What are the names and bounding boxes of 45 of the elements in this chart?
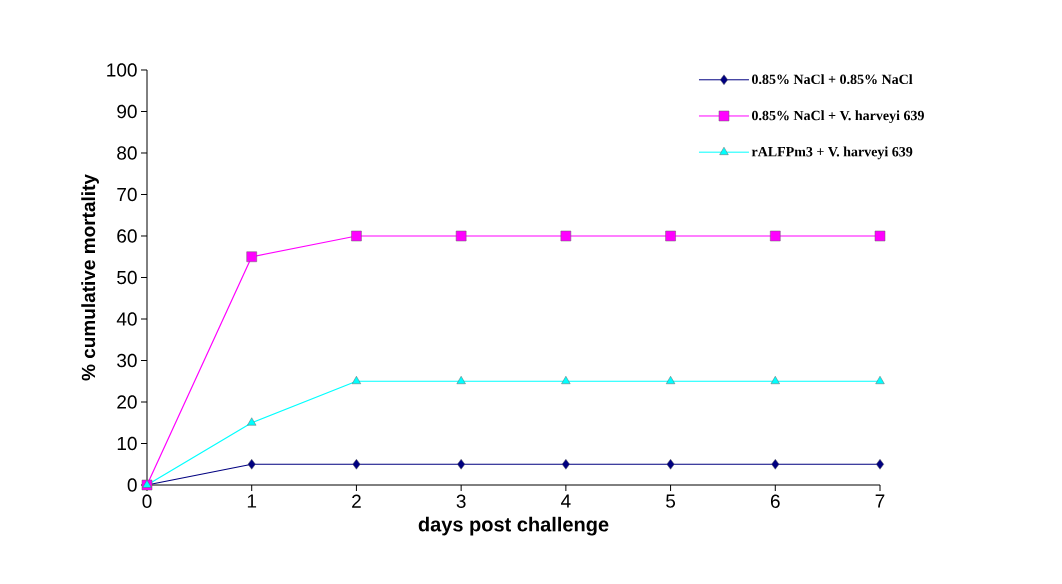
y-tick-label: 10 xyxy=(117,436,137,451)
point xyxy=(665,376,676,384)
legend-label: 0.85% NaCl + 0.85% NaCl xyxy=(752,74,913,85)
y-tick-label: 70 xyxy=(117,187,137,202)
point xyxy=(456,376,466,384)
point xyxy=(770,376,780,384)
y-tick-label: 20 xyxy=(117,395,137,409)
point xyxy=(771,459,780,470)
x-tick-label: 1 xyxy=(247,494,257,508)
point xyxy=(875,376,885,384)
point xyxy=(351,376,362,384)
point xyxy=(561,376,571,384)
y-tick-label: 90 xyxy=(117,104,137,119)
x-tick-label: 0 xyxy=(142,494,152,508)
x-tick-label: 5 xyxy=(666,494,676,508)
point xyxy=(457,459,466,470)
point xyxy=(770,230,781,242)
x-tick-label: 3 xyxy=(456,494,466,508)
y-axis-title: % cumulative mortality xyxy=(81,174,99,381)
x-axis-title: days post challenge xyxy=(418,516,609,536)
y-tick-label: 80 xyxy=(117,146,137,160)
y-tick-label: 60 xyxy=(117,229,137,243)
legend-label: 0.85% NaCl + V. harveyi 639 xyxy=(752,110,924,124)
point xyxy=(351,230,362,242)
point xyxy=(455,230,467,242)
point xyxy=(876,459,884,470)
point xyxy=(665,230,676,242)
point xyxy=(561,459,570,470)
x-tick-label: 2 xyxy=(352,494,361,508)
point xyxy=(874,230,886,242)
x-tick-label: 7 xyxy=(875,494,885,508)
y-tick-label: 50 xyxy=(117,270,137,285)
point xyxy=(666,459,675,470)
point xyxy=(247,459,256,470)
point xyxy=(352,459,361,470)
y-tick-label: 30 xyxy=(117,353,137,368)
x-tick-label: 6 xyxy=(770,494,780,508)
legend-label: rALFPm3 + V. harveyi 639 xyxy=(751,146,913,160)
point xyxy=(246,251,257,262)
point xyxy=(560,230,572,242)
point xyxy=(247,417,257,426)
y-tick-label: 40 xyxy=(116,312,137,326)
y-tick-label: 100 xyxy=(107,63,137,77)
y-tick-label: 0 xyxy=(127,478,137,492)
x-tick-label: 4 xyxy=(561,494,571,508)
